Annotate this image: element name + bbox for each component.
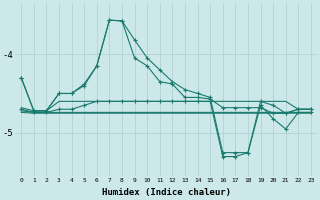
- X-axis label: Humidex (Indice chaleur): Humidex (Indice chaleur): [101, 188, 231, 197]
